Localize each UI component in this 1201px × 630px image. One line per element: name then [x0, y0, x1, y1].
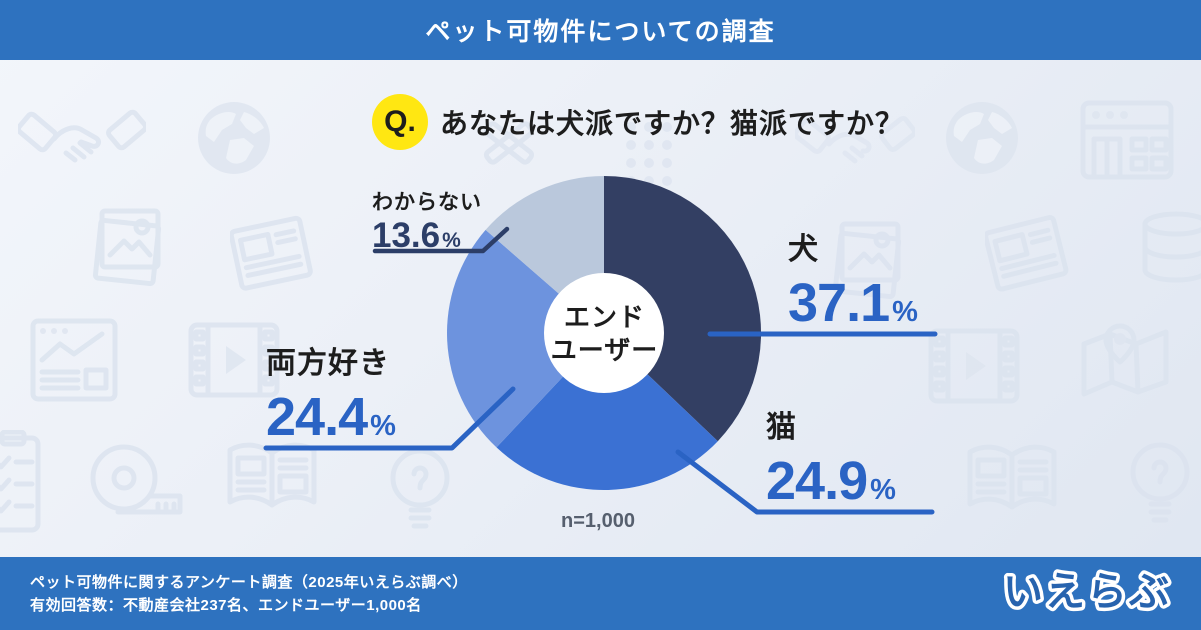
globe-icon — [946, 102, 1018, 174]
pie-slices — [447, 176, 762, 491]
ielove-logo-icon: いえらぶ — [1000, 567, 1173, 618]
page-title: ペット可物件についての調査 — [425, 18, 776, 46]
both-percent-value: 24.4 — [266, 387, 368, 447]
center-label-line1: エンド — [563, 302, 645, 332]
question-text: あなたは犬派ですか？猫派ですか？ — [440, 108, 905, 139]
map-icon — [1081, 323, 1169, 397]
cat-percent-value: 24.9 — [766, 451, 868, 511]
donut-chart — [263, 176, 938, 515]
newspaper-icon — [230, 215, 313, 291]
title-banner: ペット可物件についての調査 — [0, 0, 1201, 60]
film-icon — [928, 328, 1020, 404]
sample-size: n=1,000 — [561, 510, 635, 532]
cat-category-name: 猫 — [766, 411, 797, 444]
clipboard-icon — [0, 430, 41, 533]
unknown-leader-line — [372, 226, 510, 254]
donut-hole — [544, 273, 664, 393]
label-cat: 猫 24.9% — [766, 410, 896, 508]
handshake-icon — [795, 115, 915, 164]
brand-logo: いえらぶ — [997, 564, 1177, 623]
newspaper-icon — [985, 215, 1069, 292]
donut-center-label: エンド ユーザー — [514, 301, 695, 367]
dog-category-name: 犬 — [788, 233, 819, 266]
label-both: 両方好き 24.4% — [266, 346, 396, 444]
logo-text: いえらぶ — [1003, 570, 1171, 614]
both-leader-line — [263, 386, 516, 451]
lightbulb-icon — [1130, 442, 1190, 523]
dog-percent-value: 37.1 — [788, 273, 890, 333]
pie-slice-両方好き — [447, 229, 604, 448]
survey-question: Q. あなたは犬派ですか？猫派ですか？ — [372, 94, 904, 150]
tools-icon — [483, 121, 535, 165]
label-dog: 犬 37.1% — [788, 232, 918, 330]
cat-leader-line — [675, 449, 935, 515]
both-category-name: 両方好き — [266, 347, 390, 380]
storefront-window-icon — [1080, 100, 1174, 180]
photo-icon — [832, 221, 902, 300]
pie-slice-猫 — [496, 333, 718, 491]
unknown-percent-value: 13.6 — [372, 216, 441, 256]
both-percent-unit: % — [370, 410, 396, 442]
source-line2: 有効回答数：不動産会社237名、エンドユーザー1,000名 — [30, 596, 422, 614]
database-icon — [1142, 211, 1201, 283]
unknown-category-name: わからない — [372, 191, 482, 214]
measuring-tape-icon — [90, 444, 183, 515]
globe-icon — [198, 102, 270, 174]
source-line1: ペット可物件に関するアンケート調査（2025年いえらぶ調べ） — [30, 573, 468, 591]
open-book-icon — [967, 444, 1057, 510]
handshake-icon — [18, 109, 146, 163]
film-icon — [188, 322, 280, 398]
pie-slice-犬 — [604, 176, 762, 442]
open-book-icon — [227, 442, 317, 508]
label-unknown: わからない 13.6% — [372, 190, 482, 253]
question-badge: Q. — [372, 94, 428, 150]
photo-icon — [92, 208, 162, 287]
lightbulb-icon — [390, 448, 450, 529]
unknown-percent-unit: % — [442, 229, 461, 253]
chart-window-icon — [30, 318, 118, 402]
center-label-line2: ユーザー — [550, 335, 659, 365]
source-banner: ペット可物件に関するアンケート調査（2025年いえらぶ調べ） 有効回答数：不動産… — [0, 557, 1201, 630]
cat-percent-unit: % — [870, 474, 896, 506]
dog-percent-unit: % — [892, 296, 918, 328]
